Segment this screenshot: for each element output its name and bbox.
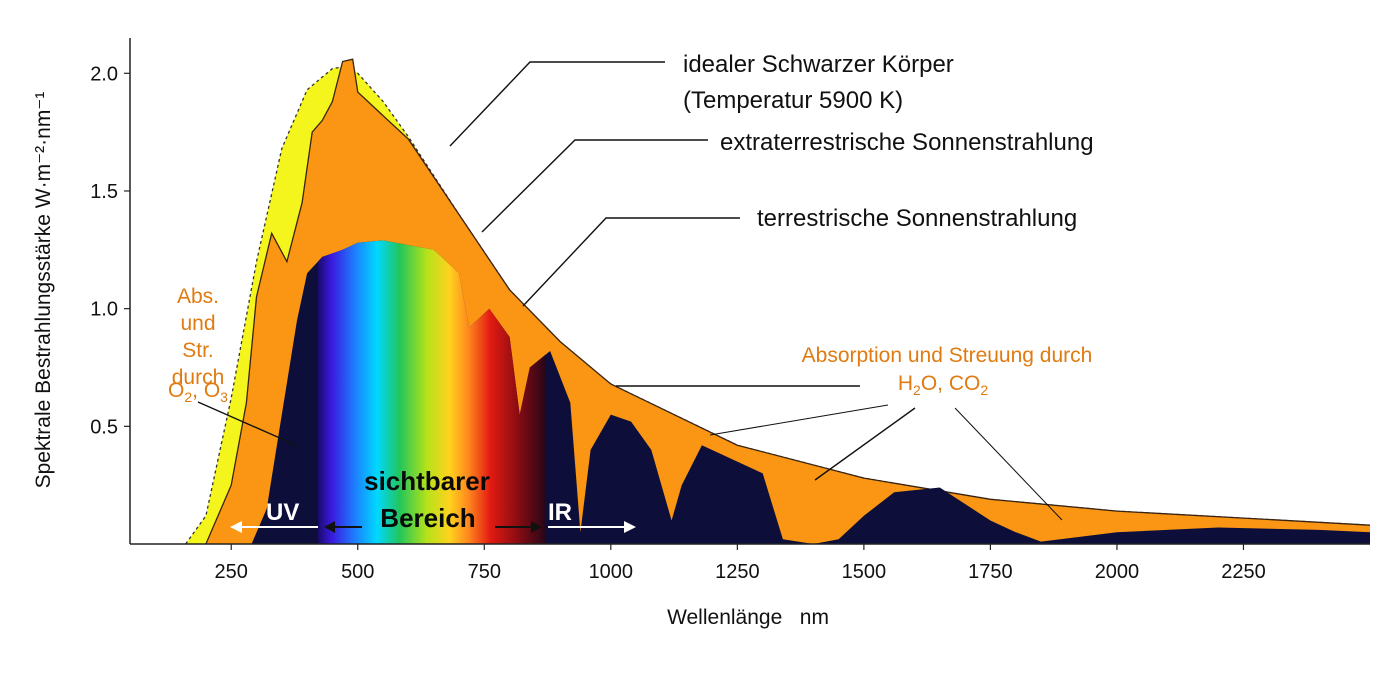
leader-absorption-2 [814,407,916,481]
abs-line5: O2, O3 [168,379,228,405]
label-visible-line1: sichtbarer [364,466,490,496]
x-axis-title: Wellenlänge nm [667,606,829,629]
x-tick-label: 750 [468,561,501,583]
ir-arrow-head [624,521,636,533]
label-abs-o2o3: Abs. und Str. durch O2, O3 [168,285,228,405]
y-tick-label: 2.0 [90,63,118,85]
x-tick-label: 1250 [715,561,760,583]
y-axis-title: Spektrale Bestrahlungsstärke W·m⁻²·nm⁻¹ [32,92,55,489]
abs-line4: durch [172,366,225,389]
series-extraterrestrial-outline [205,58,1371,545]
label-blackbody-line2: (Temperatur 5900 K) [683,87,903,114]
abs-line2: und [180,312,215,335]
y-tick-label: 0.5 [90,416,118,438]
leader-terrestrial [522,217,740,307]
visible-arrow-right-head [531,521,542,533]
x-tick-label: 1750 [968,561,1013,583]
abs-line1: Abs. [177,285,219,308]
label-extraterrestrial: extraterrestrische Sonnenstrahlung [720,129,1094,156]
absorption-line2: H2O, CO2 [898,372,988,398]
label-uv: UV [266,499,299,526]
leader-blackbody [449,61,665,147]
band-arrows [230,521,636,533]
visible-arrow-left-head [324,521,335,533]
series-blackbody-outline [185,65,1371,545]
label-ir: IR [548,499,572,526]
absorption-line1: Absorption und Streuung durch [802,344,1093,367]
leader-absorption-3 [954,407,1063,521]
x-tick-label: 1500 [842,561,887,583]
y-tick-label: 1.5 [90,181,118,203]
leader-extraterrestrial [481,139,708,233]
leader-lines [197,61,1063,521]
x-tick-label: 2000 [1095,561,1140,583]
label-visible-line2: Bereich [380,503,475,533]
x-tick-label: 250 [215,561,248,583]
label-absorption: Absorption und Streuung durch H2O, CO2 [802,344,1093,398]
label-blackbody-line1: idealer Schwarzer Körper [683,51,954,78]
x-tick-label: 2250 [1221,561,1266,583]
x-tick-label: 500 [341,561,374,583]
leader-abs-o2o3 [197,401,299,447]
uv-arrow-head [230,521,242,533]
abs-line3: Str. [182,339,214,362]
y-tick-label: 1.0 [90,299,118,321]
visible-spectrum-band [318,240,545,544]
label-terrestrial: terrestrische Sonnenstrahlung [757,205,1077,232]
x-tick-label: 1000 [589,561,634,583]
leader-absorption-1 [709,404,889,436]
